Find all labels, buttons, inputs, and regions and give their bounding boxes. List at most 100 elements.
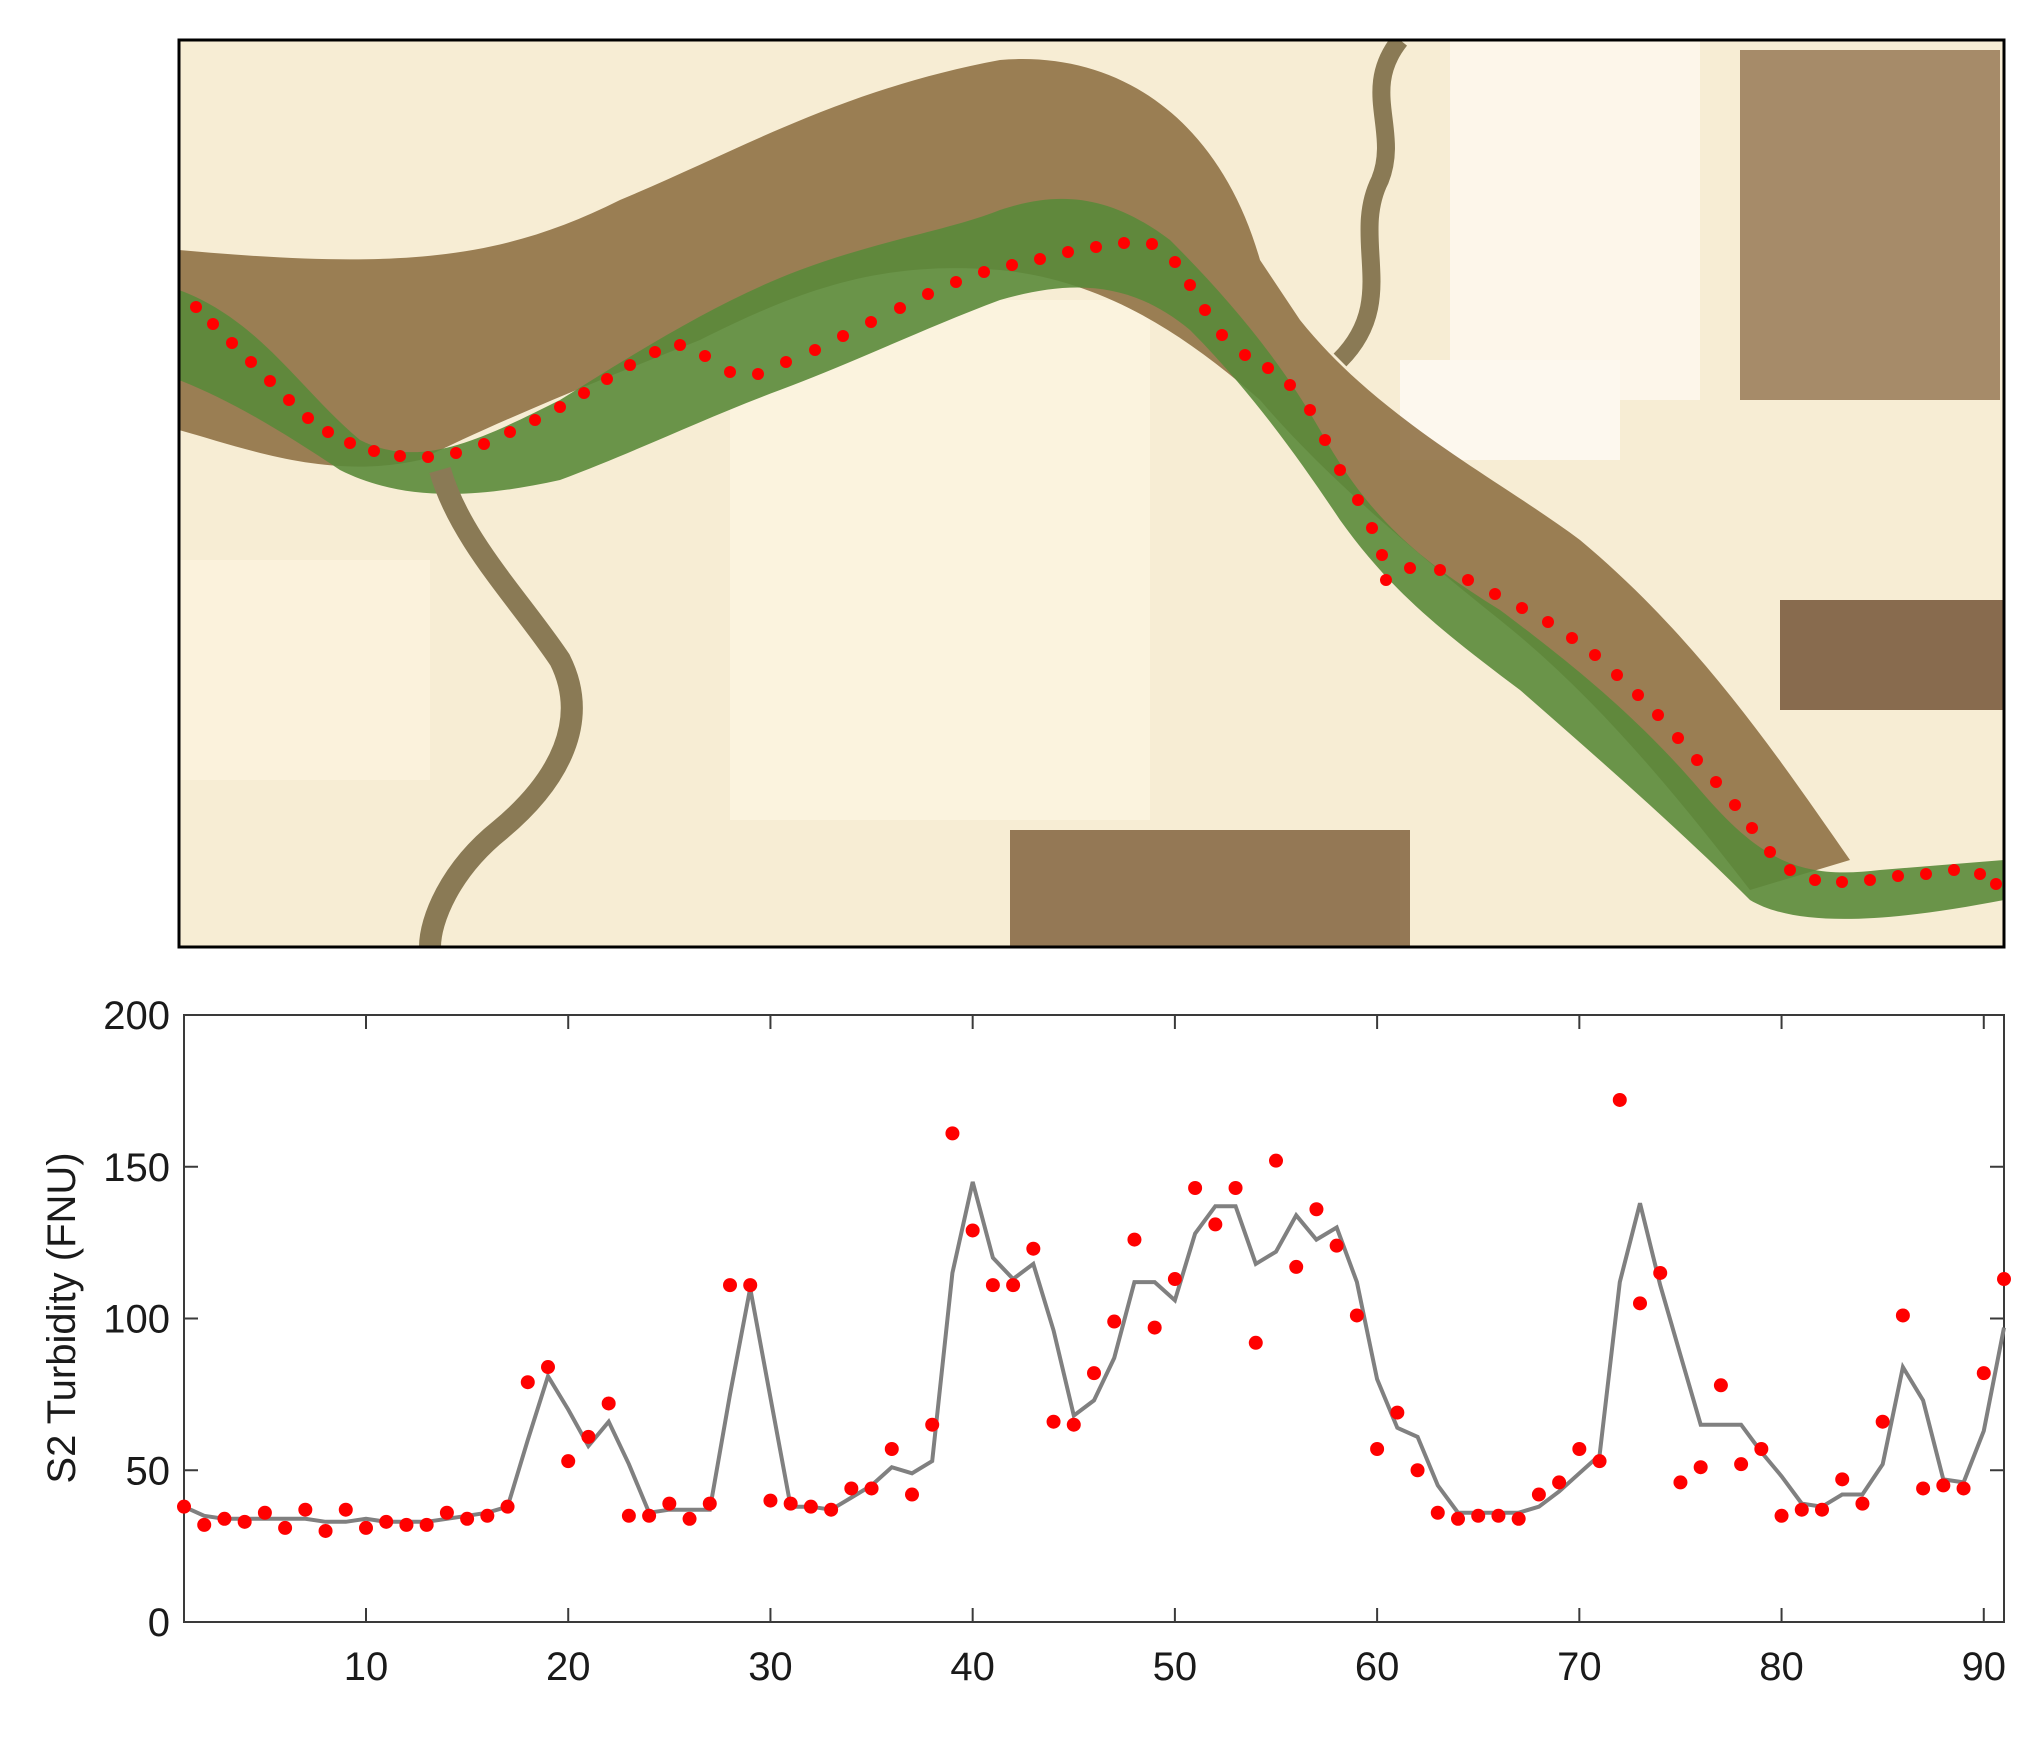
turbidity-point: [419, 1517, 434, 1532]
turbidity-point: [298, 1502, 313, 1517]
turbidity-point: [439, 1505, 454, 1520]
turbidity-point: [1936, 1478, 1951, 1493]
turbidity-point: [925, 1417, 940, 1432]
turbidity-point: [581, 1429, 596, 1444]
turbidity-point: [1916, 1481, 1931, 1496]
turbidity-point: [197, 1517, 212, 1532]
y-axis: 0 50 100 150 200: [103, 994, 2004, 1645]
turbidity-point: [1956, 1481, 1971, 1496]
turbidity-point: [682, 1511, 697, 1526]
turbidity-point: [460, 1511, 475, 1526]
x-tick-label: 70: [1557, 1645, 1602, 1689]
turbidity-point: [177, 1499, 191, 1514]
turbidity-point: [1895, 1308, 1910, 1323]
turbidity-point: [257, 1505, 272, 1520]
turbidity-point: [884, 1442, 899, 1457]
turbidity-point: [500, 1499, 515, 1514]
turbidity-point: [1006, 1278, 1021, 1293]
x-tick-label: 80: [1759, 1645, 1804, 1689]
turbidity-point: [601, 1396, 616, 1411]
turbidity-point: [399, 1517, 414, 1532]
turbidity-point: [621, 1508, 636, 1523]
turbidity-point: [217, 1511, 232, 1526]
x-tick-label: 20: [546, 1645, 591, 1689]
turbidity-point: [803, 1499, 818, 1514]
turbidity-point: [1531, 1487, 1546, 1502]
turbidity-point: [1208, 1217, 1223, 1232]
turbidity-point: [662, 1496, 677, 1511]
turbidity-point: [278, 1520, 293, 1535]
turbidity-point: [1410, 1463, 1425, 1478]
turbidity-point: [1491, 1508, 1506, 1523]
turbidity-point: [763, 1493, 778, 1508]
turbidity-point: [1855, 1496, 1870, 1511]
y-tick-label: 100: [103, 1298, 170, 1342]
turbidity-point: [237, 1514, 252, 1529]
turbidity-point: [743, 1278, 758, 1293]
turbidity-point: [1976, 1366, 1991, 1381]
turbidity-point: [844, 1481, 859, 1496]
turbidity-point: [642, 1508, 657, 1523]
turbidity-point: [1147, 1320, 1162, 1335]
turbidity-point: [1815, 1502, 1829, 1517]
turbidity-point: [1835, 1472, 1850, 1487]
x-tick-label: 50: [1153, 1645, 1198, 1689]
turbidity-point: [1248, 1335, 1263, 1350]
turbidity-point: [480, 1508, 495, 1523]
turbidity-point: [1875, 1414, 1890, 1429]
turbidity-point: [1794, 1502, 1809, 1517]
x-tick-label: 40: [950, 1645, 995, 1689]
turbidity-point: [1633, 1296, 1647, 1311]
turbidity-point: [1592, 1454, 1607, 1469]
turbidity-point: [1329, 1238, 1344, 1253]
turbidity-points-series: [177, 1092, 2011, 1538]
turbidity-point: [1289, 1259, 1304, 1274]
turbidity-point: [1754, 1442, 1769, 1457]
turbidity-point: [783, 1496, 798, 1511]
turbidity-point: [1087, 1366, 1101, 1381]
turbidity-point: [1471, 1508, 1486, 1523]
x-tick-label: 90: [1962, 1645, 2007, 1689]
turbidity-point: [318, 1523, 333, 1538]
turbidity-point: [1349, 1308, 1364, 1323]
turbidity-point: [1107, 1314, 1122, 1329]
turbidity-point: [379, 1514, 394, 1529]
turbidity-point: [1026, 1241, 1041, 1256]
turbidity-point: [965, 1223, 980, 1238]
turbidity-point: [1370, 1442, 1385, 1457]
turbidity-point: [723, 1278, 737, 1293]
turbidity-point: [1269, 1153, 1283, 1168]
turbidity-point: [1430, 1505, 1445, 1520]
turbidity-point: [541, 1360, 555, 1375]
turbidity-point: [1612, 1092, 1627, 1107]
plot-area: [183, 1014, 2005, 1623]
turbidity-point: [1774, 1508, 1789, 1523]
turbidity-point: [1653, 1265, 1668, 1280]
turbidity-point: [1309, 1202, 1324, 1217]
x-tick-label: 30: [748, 1645, 793, 1689]
y-axis-title: S2 Turbidity (FNU): [40, 1152, 84, 1483]
turbidity-point: [1693, 1460, 1708, 1475]
y-tick-label: 150: [103, 1146, 170, 1190]
turbidity-point: [1511, 1511, 1526, 1526]
y-tick-label: 200: [103, 994, 170, 1038]
x-axis: 10 20 30 40 50 60 70 80 90: [344, 1015, 2006, 1689]
turbidity-point: [1997, 1272, 2011, 1287]
y-tick-label: 0: [148, 1601, 170, 1645]
turbidity-point: [702, 1496, 717, 1511]
turbidity-point: [1451, 1511, 1465, 1526]
turbidity-point: [520, 1375, 535, 1390]
turbidity-point: [1673, 1475, 1688, 1490]
turbidity-point: [1046, 1414, 1061, 1429]
y-tick-label: 50: [126, 1449, 171, 1493]
x-tick-label: 10: [344, 1645, 389, 1689]
turbidity-point: [561, 1454, 576, 1469]
turbidity-point: [359, 1520, 373, 1535]
turbidity-point: [1167, 1272, 1182, 1287]
turbidity-point: [905, 1487, 919, 1502]
turbidity-point: [1713, 1378, 1728, 1393]
turbidity-point: [985, 1278, 1000, 1293]
turbidity-point: [1188, 1180, 1203, 1195]
turbidity-point: [1127, 1232, 1142, 1247]
